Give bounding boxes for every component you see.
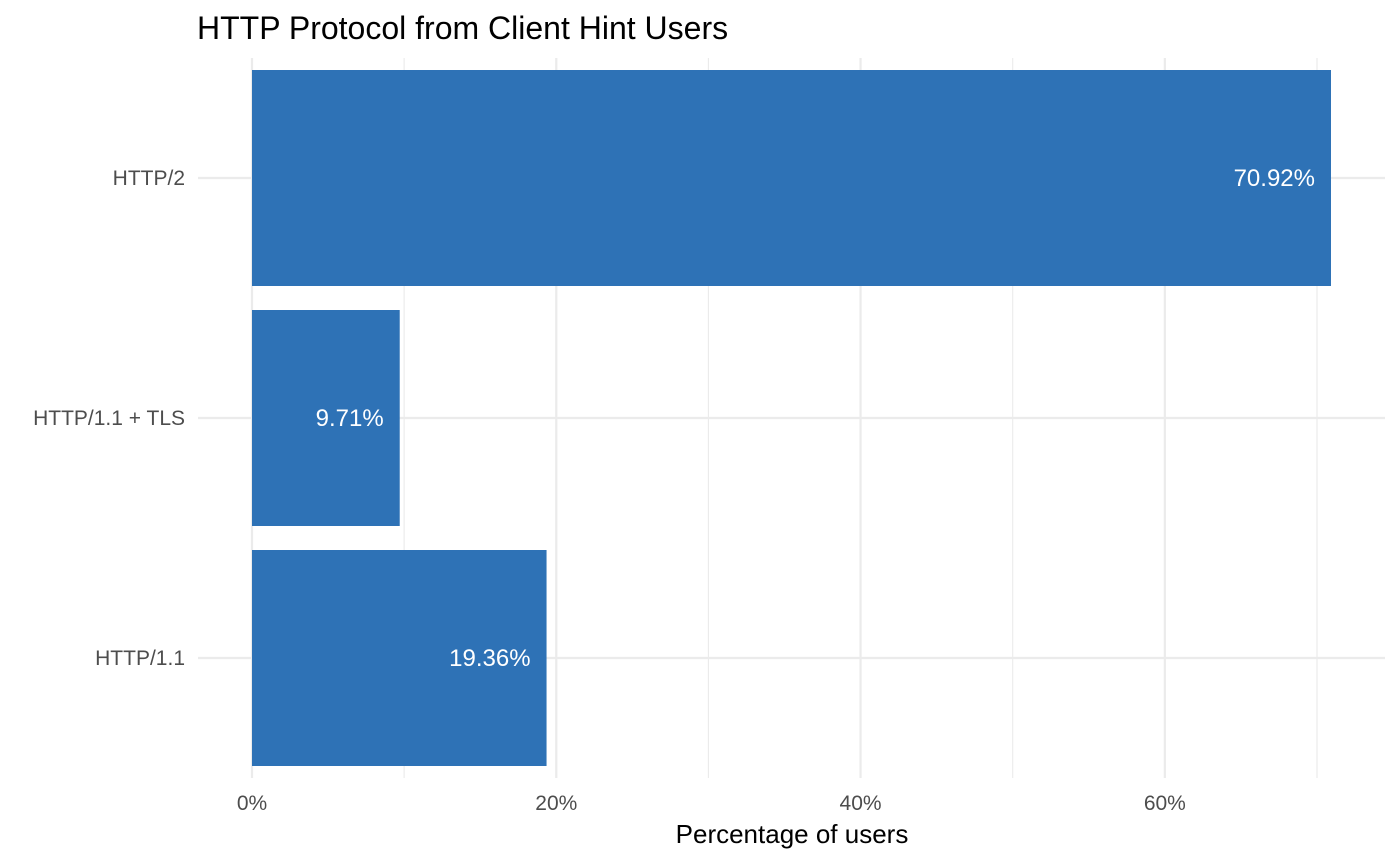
- x-tick-label: 20%: [535, 792, 577, 815]
- y-tick-label: HTTP/2: [113, 167, 185, 190]
- bar: [252, 310, 400, 526]
- bar: [252, 550, 547, 766]
- y-tick-label: HTTP/1.1 + TLS: [33, 407, 185, 430]
- data-labels: 70.92% 9.71% 19.36%: [316, 165, 1315, 672]
- chart-title: HTTP Protocol from Client Hint Users: [197, 10, 728, 46]
- bars: [252, 70, 1331, 766]
- x-axis-tick-labels: 0% 20% 40% 60%: [237, 792, 1186, 815]
- bar: [252, 70, 1331, 286]
- x-tick-label: 60%: [1144, 792, 1186, 815]
- bar-value-label: 70.92%: [1234, 165, 1315, 192]
- bar-value-label: 9.71%: [316, 405, 384, 432]
- x-tick-label: 0%: [237, 792, 267, 815]
- y-tick-label: HTTP/1.1: [95, 647, 185, 670]
- bar-value-label: 19.36%: [449, 645, 530, 672]
- x-tick-label: 40%: [840, 792, 882, 815]
- x-axis-label: Percentage of users: [676, 819, 909, 849]
- y-axis-tick-labels: HTTP/2 HTTP/1.1 + TLS HTTP/1.1: [33, 167, 185, 670]
